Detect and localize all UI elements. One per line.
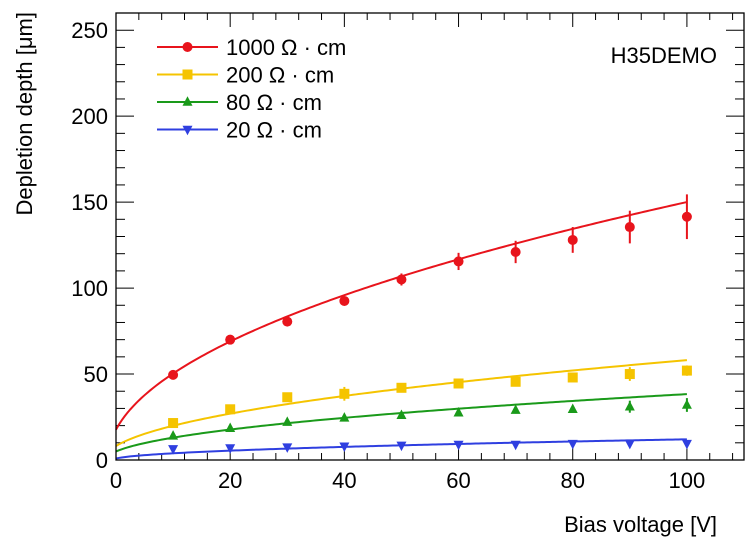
data-point bbox=[339, 442, 350, 452]
legend-marker bbox=[182, 125, 193, 136]
data-point bbox=[567, 403, 578, 414]
x-tick-label: 80 bbox=[560, 468, 584, 493]
x-tick-label: 20 bbox=[218, 468, 242, 493]
data-point bbox=[225, 444, 236, 454]
data-point bbox=[396, 382, 407, 393]
axis-ticks bbox=[115, 12, 744, 461]
data-point bbox=[681, 439, 692, 450]
data-point bbox=[168, 430, 179, 440]
data-point bbox=[510, 246, 521, 257]
data-point bbox=[453, 440, 464, 451]
legend-label: 80 Ω · cm bbox=[226, 90, 322, 115]
data-point bbox=[567, 234, 578, 245]
data-point bbox=[567, 439, 578, 450]
data-point bbox=[282, 416, 293, 426]
data-point bbox=[681, 365, 692, 376]
legend-marker bbox=[182, 69, 193, 80]
data-point bbox=[453, 406, 464, 417]
data-point bbox=[339, 388, 350, 399]
legend-marker bbox=[182, 96, 193, 106]
data-point bbox=[510, 440, 521, 451]
data-point bbox=[396, 441, 407, 452]
data-point bbox=[510, 376, 521, 387]
x-tick-label: 0 bbox=[110, 468, 122, 493]
data-point bbox=[396, 274, 407, 285]
data-point bbox=[339, 412, 350, 422]
data-point bbox=[453, 378, 464, 389]
data-point bbox=[282, 392, 293, 403]
data-point bbox=[168, 418, 179, 429]
fit-curves bbox=[115, 201, 688, 460]
data-point bbox=[168, 369, 179, 380]
data-point bbox=[681, 399, 692, 409]
data-point bbox=[225, 404, 236, 415]
data-points bbox=[168, 194, 692, 455]
data-point bbox=[624, 369, 635, 380]
data-point bbox=[339, 295, 350, 306]
data-point bbox=[624, 222, 635, 233]
y-tick-label: 100 bbox=[71, 276, 108, 301]
data-point bbox=[453, 256, 464, 267]
fit-curve bbox=[115, 201, 688, 431]
x-tick-label: 60 bbox=[446, 468, 470, 493]
data-point bbox=[624, 400, 635, 411]
data-point bbox=[225, 422, 236, 432]
data-point bbox=[282, 443, 293, 453]
plot-frame bbox=[115, 12, 745, 461]
y-tick-label: 50 bbox=[84, 362, 108, 387]
data-point bbox=[510, 404, 521, 414]
x-tick-label: 40 bbox=[332, 468, 356, 493]
legend-label: 20 Ω · cm bbox=[226, 118, 322, 143]
legend-marker bbox=[182, 42, 193, 52]
y-tick-label: 150 bbox=[71, 190, 108, 215]
data-point bbox=[681, 211, 692, 222]
tick-labels: 0 20 40 60 80 100 0 50 100 150 200 250 bbox=[71, 18, 705, 493]
data-point bbox=[225, 334, 236, 345]
chart-annotation: H35DEMO bbox=[611, 43, 717, 68]
x-axis-label: Bias voltage [V] bbox=[564, 512, 717, 537]
data-point bbox=[396, 409, 407, 420]
legend-label: 200 Ω · cm bbox=[226, 63, 334, 88]
data-point bbox=[282, 316, 293, 327]
legend-label: 1000 Ω · cm bbox=[226, 35, 346, 60]
y-axis-label: Depletion depth [μm] bbox=[12, 12, 37, 215]
y-tick-label: 200 bbox=[71, 104, 108, 129]
y-tick-label: 250 bbox=[71, 18, 108, 43]
data-point bbox=[567, 372, 578, 383]
data-point bbox=[624, 439, 635, 450]
y-tick-label: 0 bbox=[96, 448, 108, 473]
x-tick-label: 100 bbox=[669, 468, 706, 493]
data-point bbox=[168, 445, 179, 455]
